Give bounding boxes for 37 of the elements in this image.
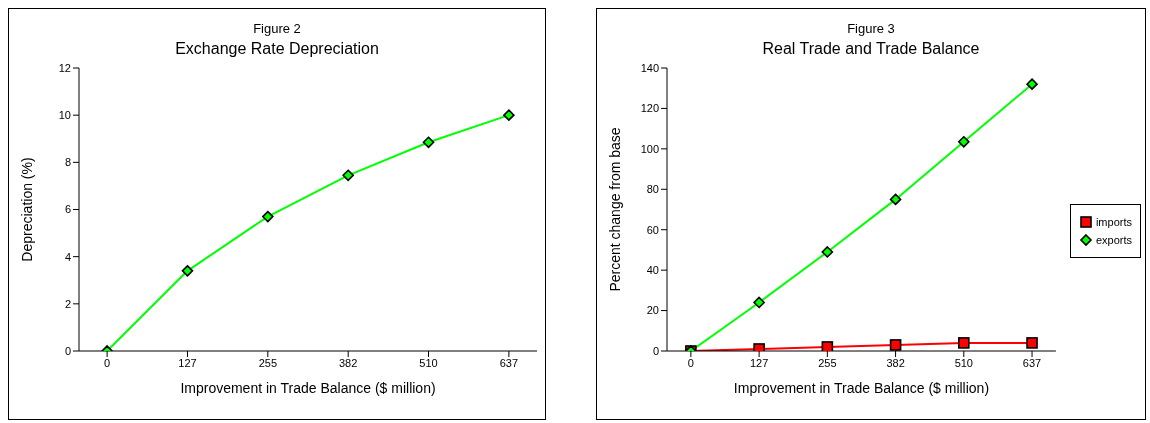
y-axis-title: Depreciation (%) bbox=[18, 157, 35, 262]
x-tick-label: 637 bbox=[499, 356, 519, 369]
y-tick-label: 0 bbox=[64, 344, 71, 357]
x-tick-label: 127 bbox=[178, 356, 197, 369]
legend-label: imports bbox=[1095, 215, 1132, 228]
chart-subtitle: Exchange Rate Depreciation bbox=[174, 40, 380, 58]
x-tick-label: 255 bbox=[258, 356, 277, 369]
x-tick-label: 382 bbox=[339, 356, 358, 369]
x-axis-title: Improvement in Trade Balance ($ million) bbox=[733, 380, 990, 396]
y-tick-label: 80 bbox=[646, 183, 659, 196]
y-tick-label: 140 bbox=[640, 61, 659, 74]
y-tick-label: 120 bbox=[640, 102, 659, 115]
y-tick-label: 4 bbox=[64, 250, 71, 263]
x-tick-label: 637 bbox=[1022, 356, 1042, 369]
x-tick-label: 510 bbox=[954, 356, 973, 369]
x-tick-label: 255 bbox=[818, 356, 837, 369]
chart-title: Figure 3 bbox=[846, 21, 896, 36]
y-tick-label: 10 bbox=[58, 109, 71, 122]
y-tick-label: 12 bbox=[58, 61, 71, 74]
y-tick-label: 8 bbox=[64, 156, 71, 169]
y-tick-label: 40 bbox=[646, 264, 659, 277]
x-tick-label: 127 bbox=[749, 356, 769, 369]
y-tick-label: 2 bbox=[64, 297, 71, 310]
y-axis-title: Percent change from base bbox=[606, 127, 623, 292]
y-tick-label: 100 bbox=[640, 142, 659, 155]
x-tick-label: 382 bbox=[886, 356, 905, 369]
chart-title: Figure 2 bbox=[252, 21, 302, 36]
legend-label: exports bbox=[1095, 233, 1132, 246]
y-tick-label: 20 bbox=[646, 304, 659, 317]
x-tick-label: 0 bbox=[687, 356, 694, 369]
chart-subtitle: Real Trade and Trade Balance bbox=[761, 40, 981, 58]
x-axis-title: Improvement in Trade Balance ($ million) bbox=[180, 380, 436, 396]
y-tick-label: 60 bbox=[646, 223, 659, 236]
y-tick-label: 0 bbox=[652, 344, 659, 357]
x-tick-label: 0 bbox=[104, 356, 111, 369]
y-tick-label: 6 bbox=[64, 203, 71, 216]
x-tick-label: 510 bbox=[419, 356, 438, 369]
